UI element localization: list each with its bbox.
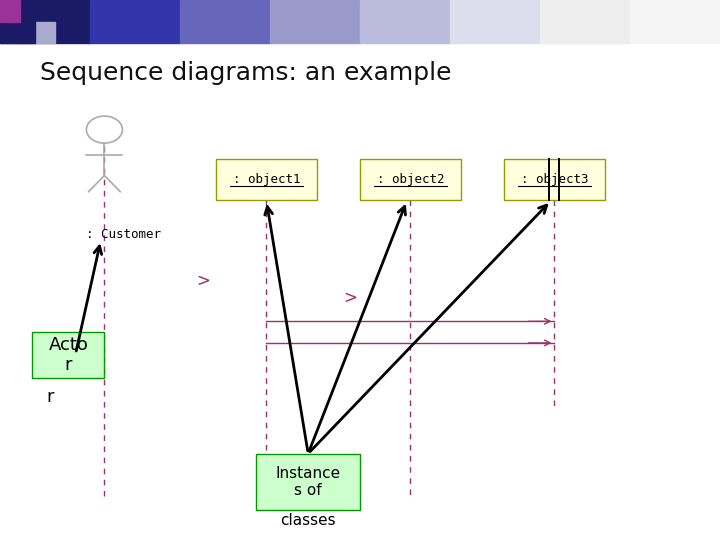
FancyBboxPatch shape: [32, 332, 104, 378]
Bar: [270, 0, 361, 43]
Text: : object1: : object1: [233, 173, 300, 186]
Text: Instance
s of: Instance s of: [275, 465, 341, 498]
Text: >: >: [343, 289, 358, 307]
Bar: [450, 0, 541, 43]
Text: >: >: [196, 272, 210, 290]
Text: : object2: : object2: [377, 173, 444, 186]
Bar: [0, 0, 91, 43]
FancyBboxPatch shape: [360, 159, 461, 200]
Bar: [540, 0, 631, 43]
FancyBboxPatch shape: [256, 454, 360, 510]
Bar: [630, 0, 720, 43]
Text: Sequence diagrams: an example: Sequence diagrams: an example: [40, 61, 451, 85]
Bar: [0, 0, 20, 22]
Bar: [90, 0, 181, 43]
Bar: [180, 0, 271, 43]
Text: r: r: [47, 388, 54, 406]
FancyBboxPatch shape: [216, 159, 317, 200]
Text: Acto
r: Acto r: [48, 336, 89, 374]
Bar: [20, 22, 55, 43]
Bar: [360, 0, 451, 43]
Bar: [0, 0, 35, 43]
FancyBboxPatch shape: [504, 159, 605, 200]
Text: classes: classes: [280, 513, 336, 528]
Text: : Customer: : Customer: [86, 228, 161, 241]
Text: : object3: : object3: [521, 173, 588, 186]
